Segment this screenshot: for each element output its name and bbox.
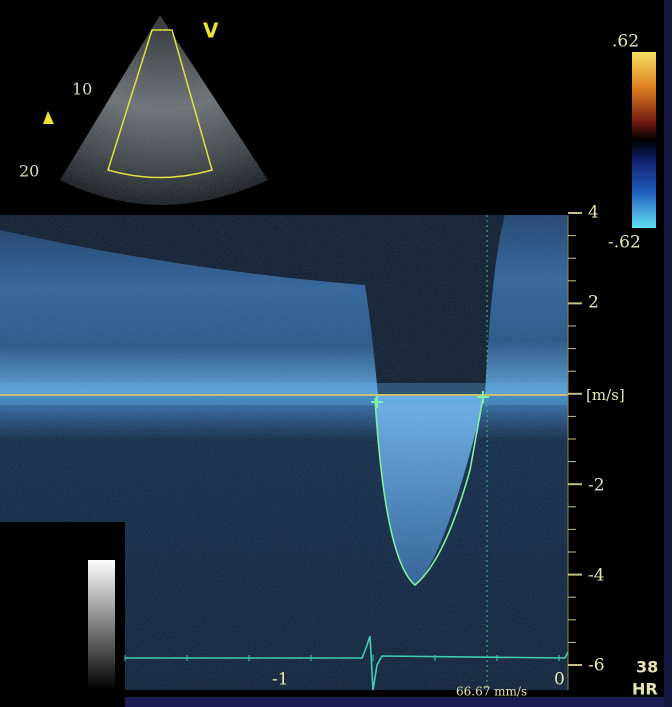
- orientation-marker: V: [203, 19, 219, 43]
- frame: [125, 697, 672, 707]
- depth-label: 10: [72, 80, 92, 99]
- grayscale-bar: [88, 560, 115, 690]
- velocity-tick-label: -4: [588, 566, 605, 586]
- velocity-tick-label: 4: [588, 203, 599, 223]
- sweep-speed: 66.67 mm/s: [456, 685, 527, 699]
- color-scale-max: .62: [612, 32, 639, 52]
- heart-rate: 38: [636, 658, 658, 677]
- depth-label: 20: [19, 162, 39, 181]
- heart-rate-label: HR: [632, 680, 658, 699]
- page: V 10 20 .62 -.62 4 2 [m/s] -2 -4 -6 -1 0…: [0, 0, 672, 707]
- velocity-unit: [m/s]: [586, 386, 625, 404]
- velocity-tick-label: -2: [588, 476, 605, 496]
- frame: [664, 0, 672, 707]
- velocity-tick-label: -6: [588, 656, 605, 676]
- color-bar: [632, 52, 656, 228]
- color-scale-min: -.62: [608, 233, 641, 253]
- velocity-tick-label: 2: [588, 293, 599, 313]
- time-tick-label: 0: [554, 670, 565, 690]
- ultrasound-screen: V 10 20 .62 -.62 4 2 [m/s] -2 -4 -6 -1 0…: [0, 0, 672, 707]
- time-tick-label: -1: [272, 670, 289, 690]
